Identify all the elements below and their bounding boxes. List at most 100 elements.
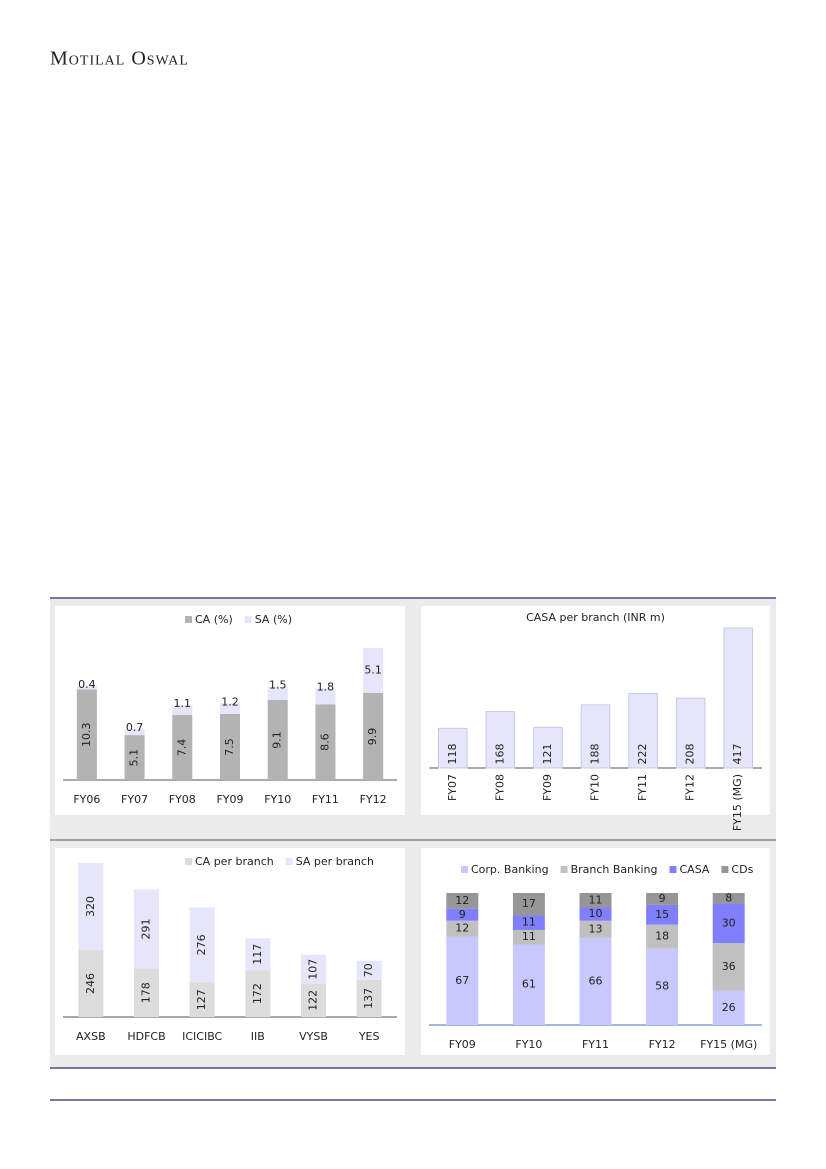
value-label: 8 (725, 891, 732, 904)
x-tick-label: YES (358, 1030, 380, 1043)
x-tick-label: FY08 (169, 793, 196, 806)
x-tick-label: FY11 (312, 793, 339, 806)
value-label: 417 (731, 744, 744, 765)
bar-segment (712, 903, 745, 944)
bar-segment (219, 714, 241, 780)
bar-segment (267, 699, 288, 780)
bar-segment (533, 726, 563, 769)
value-label: 1.2 (221, 695, 239, 708)
value-label: 11 (522, 930, 536, 943)
value-label: 0.7 (126, 721, 144, 734)
bar-segment (675, 697, 706, 769)
value-label: 58 (655, 980, 669, 993)
value-label: 121 (541, 744, 554, 765)
bar-segment (512, 915, 545, 930)
legend-swatch (461, 866, 468, 873)
panel (55, 848, 405, 1055)
bar-segment (512, 929, 545, 945)
bar-segment (512, 893, 545, 916)
bar-segment (356, 979, 382, 1017)
bar-segment (580, 704, 611, 769)
bar-segment (446, 920, 479, 937)
bar-segment (438, 727, 468, 769)
bar-segment (78, 950, 104, 1017)
legend-label: CASA (680, 863, 710, 876)
value-label: 1.1 (174, 697, 192, 710)
bar-segment (172, 714, 193, 780)
bar-segment (124, 728, 145, 736)
value-label: 5.1 (364, 663, 382, 676)
x-tick-label: VYSB (299, 1030, 328, 1043)
value-label: 9 (459, 908, 466, 921)
x-tick-label: FY06 (73, 793, 100, 806)
x-tick-label: AXSB (76, 1030, 106, 1043)
bar-segment (245, 970, 271, 1017)
value-label: 9 (659, 892, 666, 905)
legend-swatch (185, 858, 192, 865)
x-tick-label: FY09 (449, 1038, 476, 1051)
value-label: 17 (522, 897, 536, 910)
x-tick-label: FY10 (515, 1038, 542, 1051)
value-label: 26 (722, 1001, 736, 1014)
bar-segment (189, 907, 215, 983)
bar-segment (712, 990, 745, 1025)
value-label: 208 (684, 744, 697, 765)
value-label: 8.6 (318, 733, 331, 751)
bar-segment (356, 960, 382, 980)
value-label: 107 (307, 959, 320, 980)
value-label: 30 (722, 916, 736, 929)
legend-swatch (285, 858, 293, 865)
value-label: 12 (455, 894, 469, 907)
legend-swatch (560, 866, 568, 873)
bar-segment (646, 893, 679, 905)
x-tick-label: FY15 (MG) (700, 1038, 757, 1051)
bar-segment (133, 968, 160, 1017)
bar-segment (579, 907, 612, 921)
value-label: 10 (589, 907, 603, 920)
value-label: 10.3 (80, 722, 93, 747)
value-label: 1.5 (269, 679, 287, 692)
value-label: 67 (455, 974, 469, 987)
legend-label: Corp. Banking (471, 863, 549, 876)
x-tick-label: FY12 (684, 774, 697, 801)
bar-segment (646, 904, 679, 925)
legend-label: SA (%) (255, 613, 292, 626)
value-label: 178 (140, 982, 153, 1003)
bar-segment (446, 893, 479, 909)
bar-segment (723, 627, 753, 769)
value-label: 9.9 (366, 728, 379, 746)
value-label: 15 (655, 908, 669, 921)
bar-segment (78, 863, 104, 951)
bar-segment (712, 943, 745, 991)
bar-segment (446, 936, 479, 1025)
x-tick-label: FY12 (360, 793, 387, 806)
value-label: 118 (446, 744, 459, 765)
value-label: 137 (362, 988, 375, 1009)
value-label: 5.1 (128, 749, 141, 767)
value-label: 222 (636, 744, 649, 765)
bar-segment (315, 704, 336, 780)
value-label: 7.4 (175, 739, 188, 757)
bar-segment (219, 703, 241, 714)
bar-segment (76, 685, 97, 690)
value-label: 36 (722, 960, 736, 973)
bar-segment (189, 982, 215, 1017)
legend-label: Branch Banking (571, 863, 658, 876)
x-tick-label: FY11 (582, 1038, 609, 1051)
value-label: 7.5 (223, 738, 236, 756)
bar-segment (579, 893, 612, 908)
bar-segment (579, 937, 612, 1025)
bar-segment (485, 711, 516, 769)
value-label: 127 (195, 989, 208, 1010)
bar-segment (646, 924, 679, 949)
x-tick-label: FY15 (MG) (731, 774, 744, 831)
x-tick-label: IIB (251, 1030, 265, 1043)
bar-segment (712, 893, 745, 904)
value-label: 188 (589, 744, 602, 765)
x-tick-label: HDFCB (127, 1030, 165, 1043)
value-label: 117 (251, 944, 264, 965)
value-label: 276 (195, 934, 208, 955)
value-label: 61 (522, 978, 536, 991)
bar-segment (133, 889, 160, 969)
